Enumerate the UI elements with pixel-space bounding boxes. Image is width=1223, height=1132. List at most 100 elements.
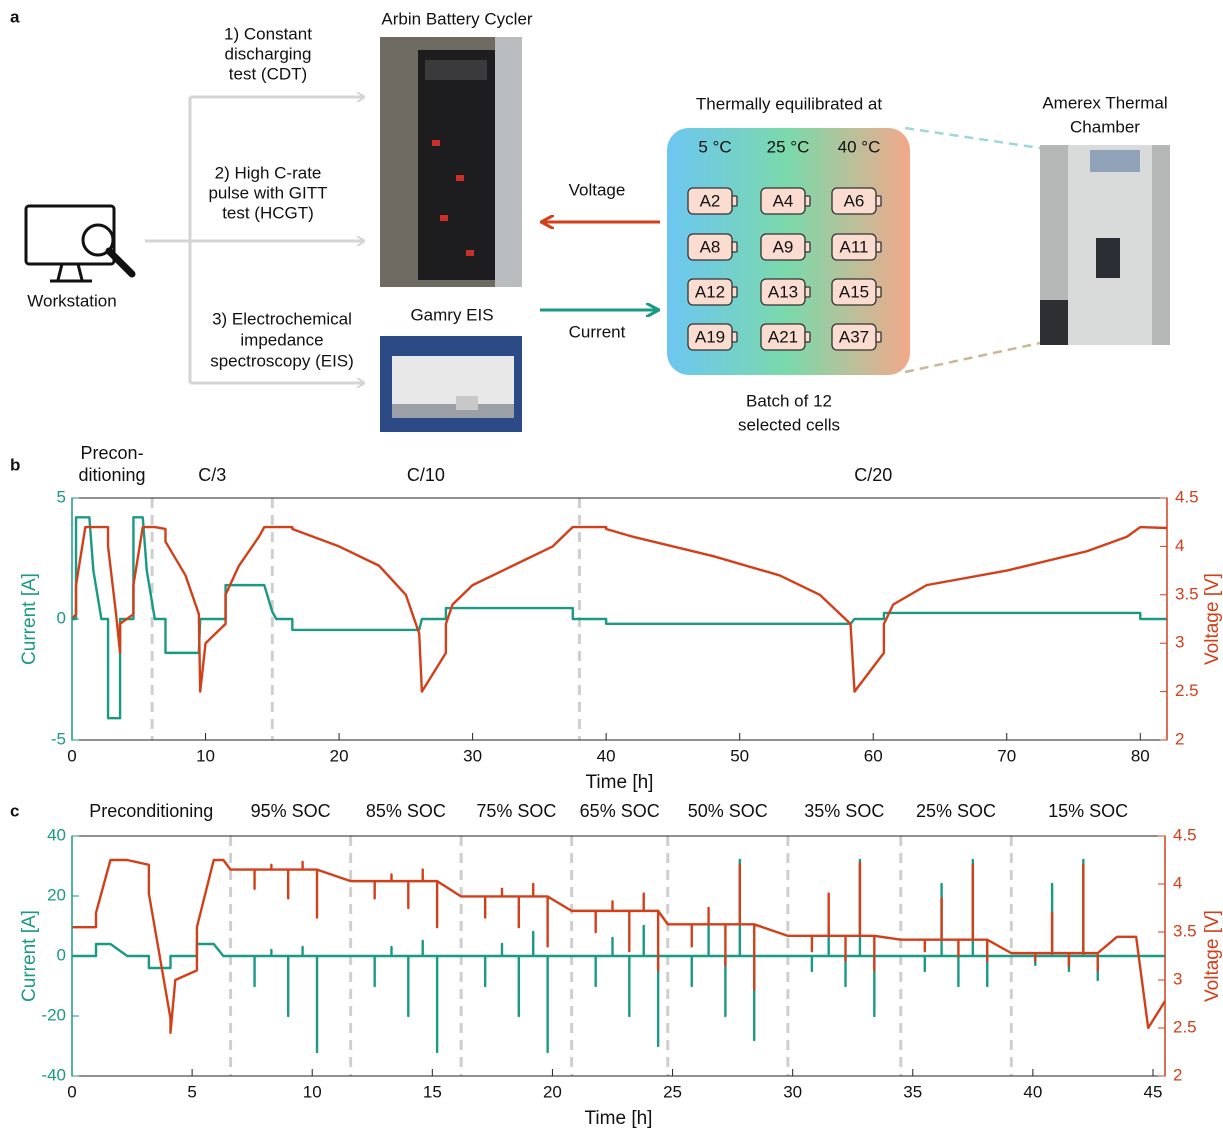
phase-label: 15% SOC <box>1048 801 1128 821</box>
batch-label: selected cells <box>738 415 840 434</box>
cell-label: A21 <box>768 327 798 346</box>
y2-tick-label: 2 <box>1173 1065 1182 1084</box>
cell-label: A37 <box>839 327 869 346</box>
x-axis-label: Time [h] <box>585 1108 653 1129</box>
phase-label: 25% SOC <box>916 801 996 821</box>
test-label: spectroscopy (EIS) <box>210 351 354 370</box>
x-tick-label: 20 <box>330 746 349 765</box>
cell-label: A12 <box>695 282 725 301</box>
x-tick-label: 80 <box>1131 746 1150 765</box>
cell-label: A15 <box>839 282 869 301</box>
cell-label: A19 <box>695 327 725 346</box>
workstation-label: Workstation <box>27 291 116 310</box>
y2-axis-label: Voltage [V] <box>1202 910 1223 1002</box>
y2-tick-label: 2.5 <box>1175 681 1199 700</box>
zoom-line <box>905 343 1040 372</box>
x-tick-label: 5 <box>187 1082 196 1101</box>
cell-label: A9 <box>773 237 794 256</box>
cell-label: A11 <box>840 237 869 256</box>
test-label: 2) High C-rate <box>215 163 322 182</box>
x-axis-label: Time [h] <box>586 772 654 793</box>
y2-tick-label: 4 <box>1175 536 1184 555</box>
y2-tick-label: 2 <box>1175 729 1184 748</box>
cell-label: A2 <box>700 191 721 210</box>
x-tick-label: 60 <box>864 746 883 765</box>
cell-terminal <box>876 242 881 252</box>
x-tick-label: 20 <box>543 1082 562 1101</box>
cell-label: A6 <box>844 191 865 210</box>
phase-label: C/20 <box>854 465 892 485</box>
x-tick-label: 15 <box>423 1082 442 1101</box>
temperature-label: 5 °C <box>698 137 731 156</box>
batch-label: Batch of 12 <box>746 391 832 410</box>
phase-label: C/10 <box>407 465 445 485</box>
series-line <box>72 527 1167 692</box>
cell-terminal <box>732 287 737 297</box>
x-tick-label: 10 <box>196 746 215 765</box>
chamber-title: Amerex Thermal <box>1042 93 1167 112</box>
chamber-photo <box>1040 145 1170 345</box>
test-label: test (HCGT) <box>222 203 314 222</box>
y-tick-label: -5 <box>51 729 66 748</box>
figure: a Workstation 1) Constant discharging te… <box>0 0 1223 1132</box>
x-tick-label: 10 <box>303 1082 322 1101</box>
x-tick-label: 35 <box>903 1082 922 1101</box>
phase-label: 50% SOC <box>688 801 768 821</box>
cell-terminal <box>876 196 881 206</box>
y-axis-label: Current [A] <box>19 573 40 665</box>
test-label: 3) Electrochemical <box>212 309 352 328</box>
series-line <box>72 517 1167 718</box>
y2-tick-label: 3 <box>1173 969 1182 988</box>
x-tick-label: 30 <box>463 746 482 765</box>
workstation-icon <box>26 206 132 281</box>
cell-terminal <box>805 242 810 252</box>
cell-label: A13 <box>768 282 798 301</box>
x-tick-label: 45 <box>1144 1082 1163 1101</box>
cell-terminal <box>805 287 810 297</box>
temperature-label: 25 °C <box>767 137 810 156</box>
cycler-photo <box>380 37 522 287</box>
y2-tick-label: 4 <box>1173 873 1182 892</box>
y-axis-label: Current [A] <box>19 910 40 1002</box>
cell-label: A8 <box>700 237 721 256</box>
zoom-line <box>905 128 1040 148</box>
series-line <box>72 860 1165 1033</box>
phase-label: 65% SOC <box>580 801 660 821</box>
test-label: pulse with GITT <box>208 183 327 202</box>
x-tick-label: 0 <box>67 1082 76 1101</box>
test-label: 1) Constant <box>224 24 312 43</box>
phase-label: 95% SOC <box>251 801 331 821</box>
temperature-label: 40 °C <box>838 137 881 156</box>
test-label: impedance <box>240 330 323 349</box>
y-tick-label: -20 <box>41 1005 66 1024</box>
y2-tick-label: 4.5 <box>1173 825 1197 844</box>
eis-photo <box>380 336 522 432</box>
x-tick-label: 40 <box>1023 1082 1042 1101</box>
x-tick-label: 40 <box>597 746 616 765</box>
y-tick-label: -40 <box>41 1065 66 1084</box>
y-tick-label: 5 <box>57 487 66 506</box>
y2-tick-label: 3.5 <box>1173 921 1197 940</box>
y-tick-label: 0 <box>57 608 66 627</box>
phase-label: 85% SOC <box>366 801 446 821</box>
eis-title: Gamry EIS <box>410 305 493 324</box>
cell-terminal <box>876 287 881 297</box>
x-tick-label: 30 <box>783 1082 802 1101</box>
y-tick-label: 20 <box>47 885 66 904</box>
phase-label: 75% SOC <box>476 801 556 821</box>
series-line <box>72 860 1165 1052</box>
phase-label: C/3 <box>198 465 226 485</box>
x-tick-label: 70 <box>997 746 1016 765</box>
phase-label: ditioning <box>79 465 146 485</box>
y2-tick-label: 3 <box>1175 633 1184 652</box>
phase-label: Precon- <box>81 443 144 463</box>
phase-label: 35% SOC <box>804 801 884 821</box>
thermal-title: Thermally equilibrated at <box>696 94 882 113</box>
y-tick-label: 0 <box>57 945 66 964</box>
x-tick-label: 25 <box>663 1082 682 1101</box>
plot-frame <box>72 498 1167 740</box>
panel-label: b <box>10 455 20 474</box>
x-tick-label: 50 <box>730 746 749 765</box>
cell-label: A4 <box>773 191 794 210</box>
